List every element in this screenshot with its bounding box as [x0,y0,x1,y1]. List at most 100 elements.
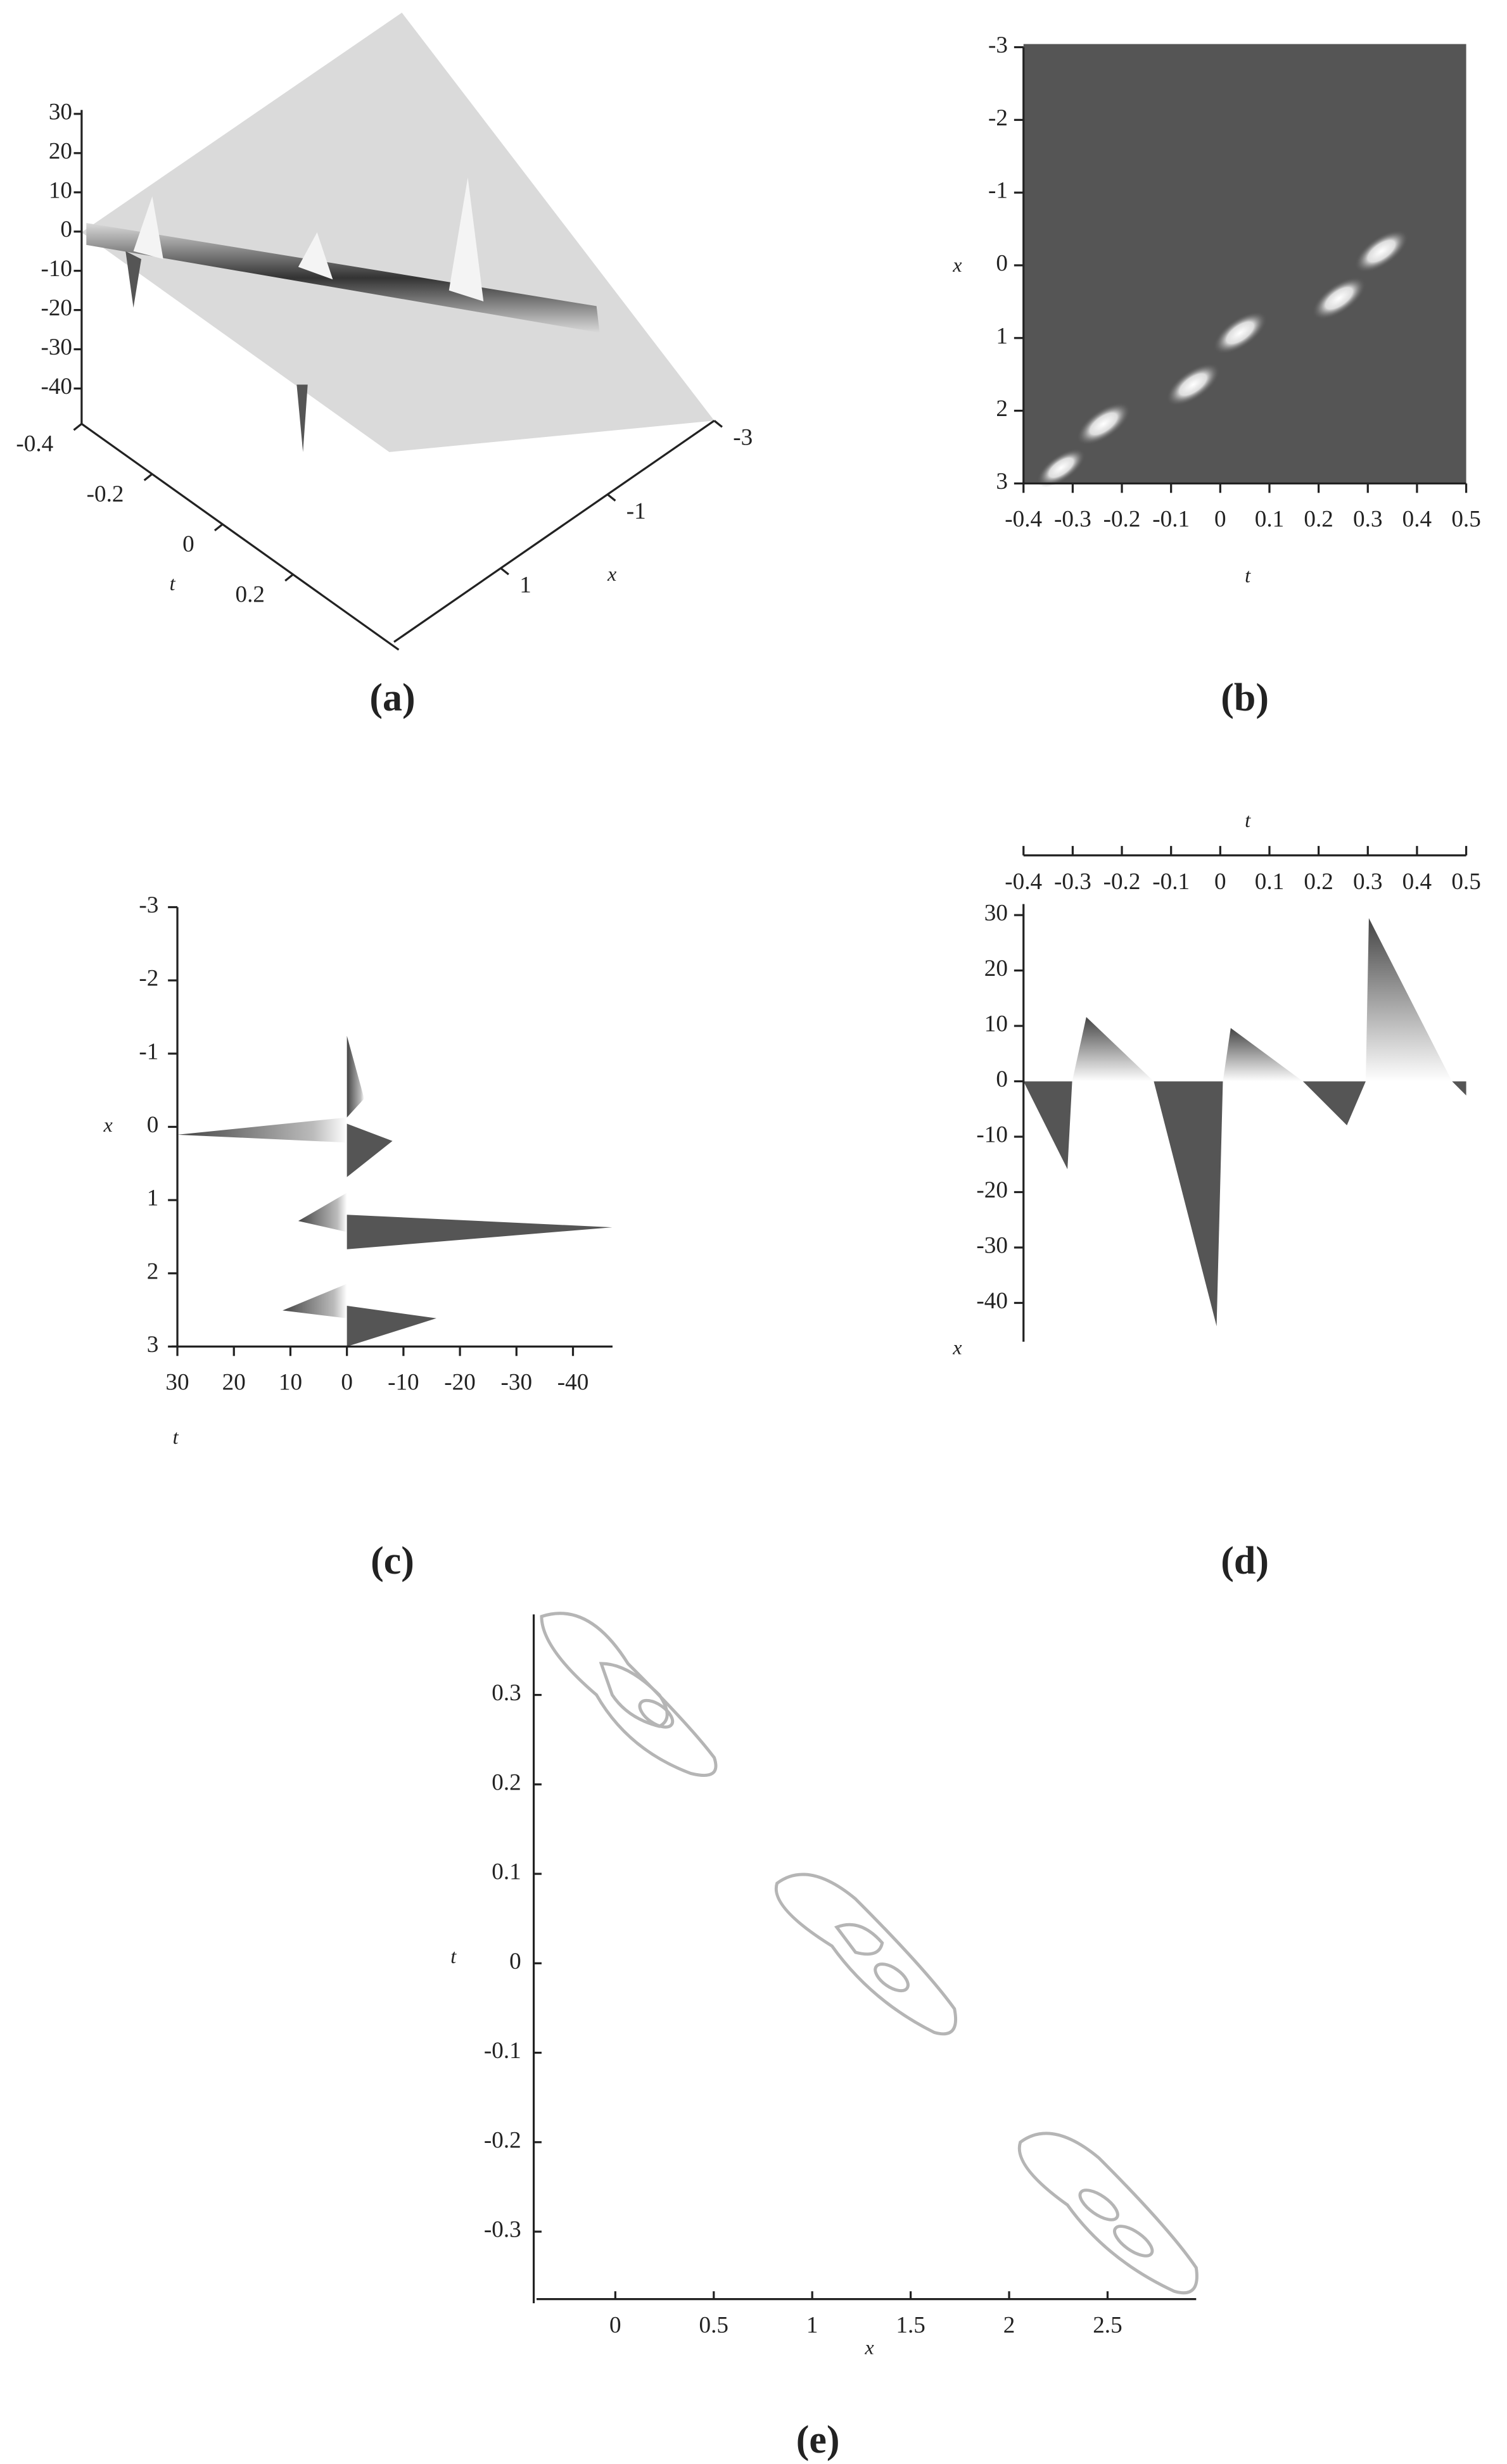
x-axis-label: x [607,562,617,585]
tick-label: 0.4 [1402,869,1432,895]
axis-line [80,422,400,651]
tick-label: -0.3 [484,2217,521,2243]
panel-label: (c) [371,1539,414,1583]
tick-label: -3 [733,425,753,451]
tick-label: 1 [996,323,1008,349]
panel-label: (b) [1221,676,1269,719]
tick-label: 0 [341,1369,353,1395]
tick-label: -40 [41,374,72,400]
tick-label: -0.4 [1005,506,1042,532]
tick-label: -0.2 [87,481,124,507]
tick-label: 0 [996,251,1008,277]
tick-mark [213,523,224,532]
tick-label: 0.2 [236,581,265,607]
tick-label: 30 [984,900,1008,926]
tick-label: 3 [147,1332,159,1358]
axis-line [393,419,715,643]
panel-label: (e) [796,2418,840,2461]
x-axis-label: x [952,1336,962,1359]
tick-label: -20 [41,295,72,321]
tick-mark [607,493,616,502]
tick-label: -30 [41,334,72,360]
tick-label: 0.1 [1255,869,1284,895]
t-axis-label: t [1245,809,1251,831]
tick-mark [500,567,509,576]
tick-label: -10 [976,1122,1008,1148]
x-axis-label: x [103,1113,113,1136]
tick-label: 0 [1214,869,1226,895]
tick-label: 0.3 [492,1680,521,1706]
tick-label: 10 [49,177,72,203]
tick-label: 20 [984,956,1008,982]
t-axis-label: t [450,1945,457,1968]
tick-label: 0 [609,2313,621,2339]
tick-label: -0.3 [1054,869,1091,895]
tick-label: -2 [139,966,158,992]
tick-label: 20 [49,138,72,164]
tick-label: -30 [501,1369,533,1395]
tick-label: 0.5 [699,2313,728,2339]
tick-label: -40 [557,1369,589,1395]
contours-e [540,1612,1199,2295]
tick-label: -0.3 [1054,506,1091,532]
tick-label: 2 [1003,2313,1015,2339]
x-axis-label: x [952,253,962,276]
tick-mark [143,473,153,481]
tick-label: 0.1 [1255,506,1284,532]
tick-label: -0.4 [1005,869,1042,895]
tick-label: 0.5 [1451,506,1480,532]
tick-label: -3 [988,32,1008,58]
tick-label: 0.2 [492,1769,521,1795]
tick-label: 0.2 [1304,869,1333,895]
t-axis-label: t [1245,564,1251,587]
tick-label: 2 [996,396,1008,422]
tick-label: 10 [279,1369,302,1395]
tick-label: -2 [988,105,1008,131]
tick-mark [284,573,294,582]
tick-label: -10 [41,256,72,282]
tick-label: 0.2 [1304,506,1333,532]
profile-d [1023,918,1466,1327]
tick-label: 1 [147,1185,159,1211]
tick-label: 1.5 [896,2313,925,2339]
density-b [1023,44,1466,487]
tick-label: -0.2 [484,2127,521,2153]
tick-label: 3 [996,469,1008,495]
tick-label: -0.4 [16,431,53,457]
tick-label: 0 [182,531,194,557]
tick-label: -0.1 [484,2038,521,2064]
profile-c [177,1035,613,1347]
tick-label: -1 [988,178,1008,204]
tick-label: 1 [519,572,531,598]
tick-label: -1 [626,498,646,524]
tick-label: 0 [1214,506,1226,532]
tick-label: 0.4 [1402,506,1432,532]
tick-label: -20 [444,1369,476,1395]
tick-label: -40 [976,1288,1008,1314]
tick-label: 0 [147,1112,159,1138]
tick-label: -0.1 [1152,869,1190,895]
tick-label: -30 [976,1233,1008,1259]
t-axis-label: t [170,572,176,595]
tick-label: -20 [976,1177,1008,1203]
tick-mark [713,420,723,428]
tick-label: 20 [222,1369,246,1395]
tick-label: -0.1 [1152,506,1190,532]
tick-label: 0.3 [1353,869,1382,895]
tick-label: -0.2 [1103,506,1141,532]
tick-mark [73,423,82,431]
tick-label: 0 [996,1066,1008,1092]
tick-label: -3 [139,892,158,918]
tick-label: -10 [388,1369,419,1395]
tick-label: -1 [139,1039,158,1065]
tick-label: 2 [147,1258,159,1284]
tick-label: 0.5 [1451,869,1480,895]
tick-label: 0 [509,1949,521,1974]
tick-label: 30 [49,99,72,125]
surface-a [81,12,715,452]
panel-label: (a) [369,676,415,719]
tick-label: -0.2 [1103,869,1141,895]
x-axis-label: x [864,2335,874,2358]
